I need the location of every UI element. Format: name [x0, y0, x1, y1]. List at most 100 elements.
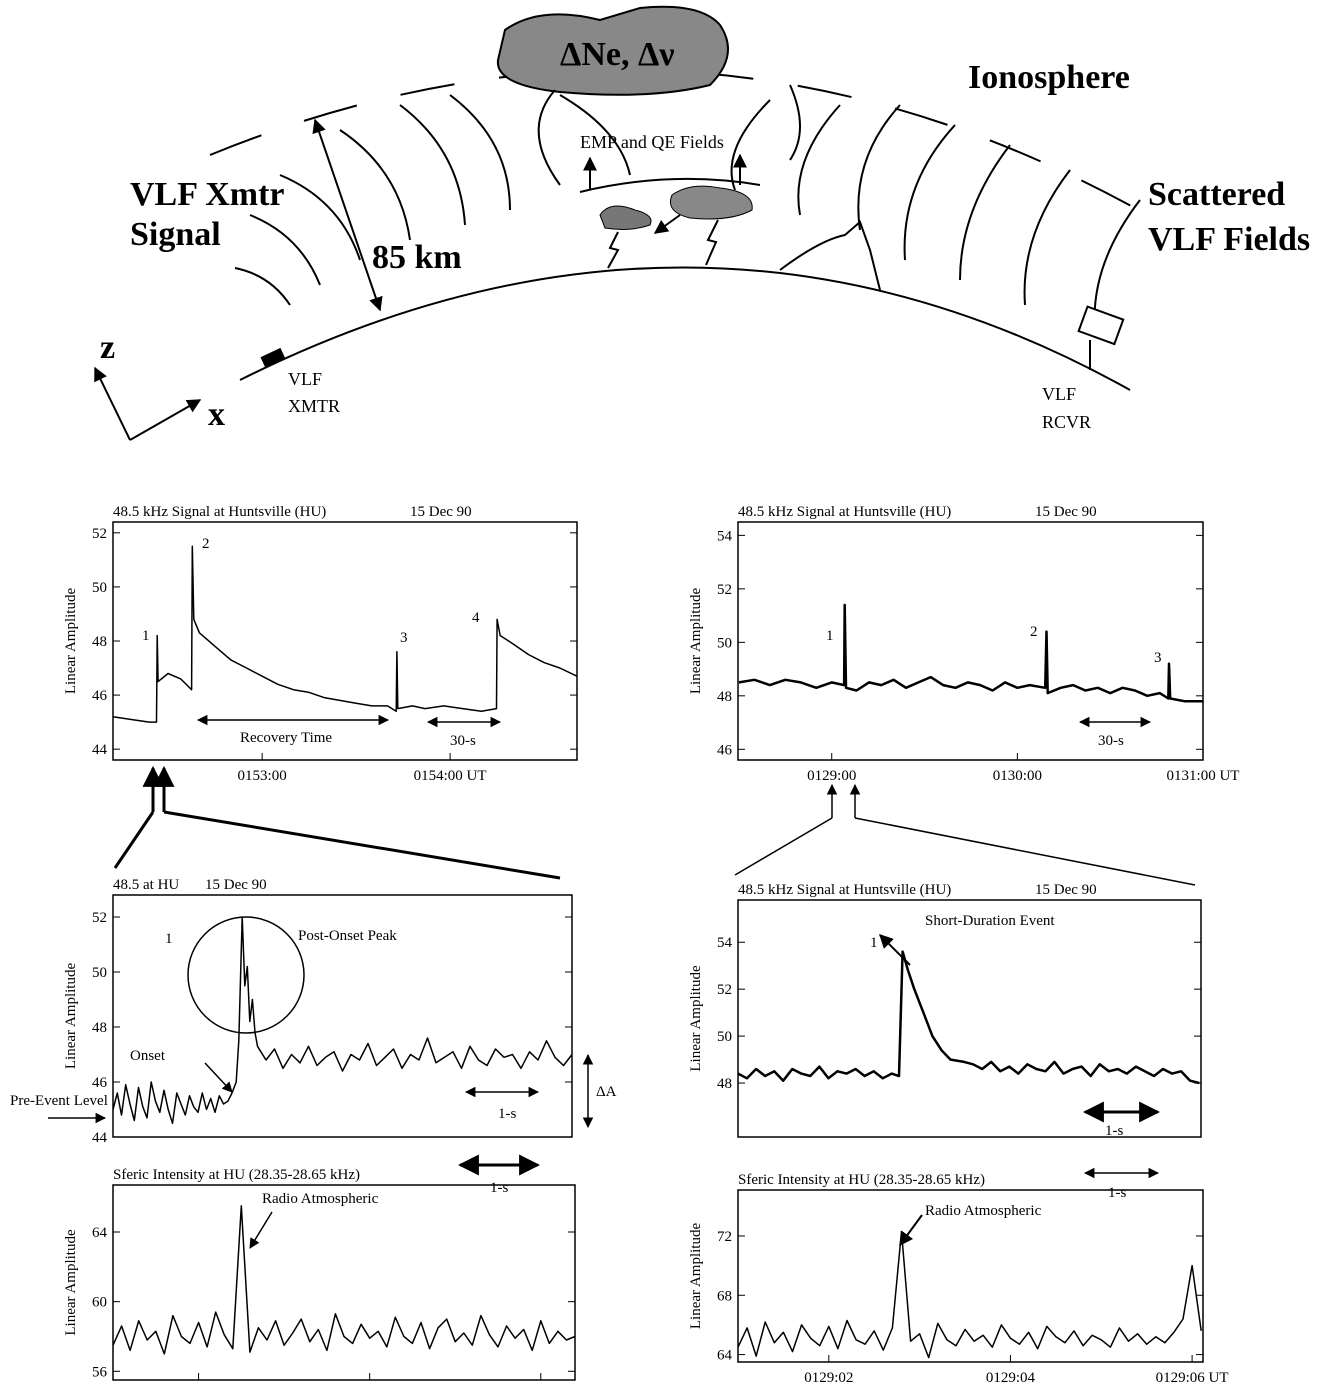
x-label: x: [208, 396, 225, 433]
ionosphere-boundary: [209, 68, 1166, 226]
x-tick-label: 0129:00: [807, 768, 856, 784]
signal-label: VLF Xmtr: [130, 176, 285, 213]
receiver: [1077, 305, 1125, 346]
annotation: 1: [870, 935, 878, 951]
chart-title: 48.5 kHz Signal at Huntsville (HU): [113, 504, 326, 520]
y-tick-label: 48: [717, 689, 732, 705]
y-tick-label: 64: [92, 1225, 108, 1241]
thundercloud: [599, 205, 652, 230]
annotation: ΔA: [596, 1084, 617, 1100]
plot-frame: [112, 1184, 576, 1381]
disturbance-outline: [537, 84, 801, 186]
y-tick-label: 50: [92, 965, 107, 981]
arrow: [653, 214, 681, 234]
chart-title: 48.5 kHz Signal at Huntsville (HU): [738, 882, 951, 898]
y-tick-label: 50: [717, 1029, 732, 1045]
chart-date: 15 Dec 90: [205, 877, 267, 893]
z-label: z: [100, 329, 115, 366]
rcvr-label: VLF: [1042, 384, 1076, 404]
y-tick-label: 52: [92, 910, 107, 926]
ionosphere-label: Ionosphere: [968, 59, 1130, 96]
data-line: [737, 950, 1200, 1085]
y-tick-label: 54: [717, 935, 733, 951]
y-tick-label: 52: [717, 582, 732, 598]
y-axis-label: Linear Amplitude: [63, 963, 79, 1070]
y-tick-label: 48: [92, 1020, 107, 1036]
y-tick-label: 72: [717, 1229, 732, 1245]
thundercloud: [670, 185, 753, 220]
fields-label: EMP and QE Fields: [580, 132, 724, 152]
y-tick-label: 50: [92, 580, 107, 596]
data-line: [112, 545, 578, 723]
scattered-label: VLF Fields: [1148, 221, 1310, 258]
data-line: [112, 916, 573, 1125]
y-tick-label: 52: [92, 526, 107, 542]
emp-front: [579, 177, 761, 193]
chart-title: 48.5 kHz Signal at Huntsville (HU): [738, 504, 951, 520]
y-tick-label: 68: [717, 1288, 732, 1304]
x-tick-label: 0130:00: [993, 768, 1042, 784]
x-tick-label: 0152:18: [174, 1388, 223, 1390]
y-axis-label: Linear Amplitude: [688, 965, 704, 1072]
plot-frame: [737, 899, 1202, 1138]
y-tick-label: 52: [717, 982, 732, 998]
y-tick-label: 48: [717, 1076, 732, 1092]
annotation: 3: [400, 630, 408, 646]
z-axis: [94, 366, 131, 441]
annotation: 3: [1154, 650, 1162, 666]
y-tick-label: 54: [717, 528, 733, 544]
mountains: [779, 220, 881, 291]
x-axis: [129, 399, 202, 441]
chart-date: 15 Dec 90: [1035, 504, 1097, 520]
height-arrow: [312, 118, 383, 312]
annotation: 1-s: [498, 1106, 516, 1122]
earth-surface: [239, 266, 1131, 391]
annotation: Radio Atmospheric: [925, 1203, 1042, 1219]
annotation: Post-Onset Peak: [298, 928, 397, 944]
annotation: 1-s: [1105, 1123, 1123, 1139]
y-tick-label: 44: [92, 1130, 108, 1146]
y-tick-label: 50: [717, 635, 732, 651]
annotation: 2: [1030, 624, 1038, 640]
annotation: Onset: [130, 1048, 166, 1064]
y-tick-label: 56: [92, 1364, 108, 1380]
y-tick-label: 64: [717, 1348, 733, 1364]
y-tick-label: 48: [92, 634, 107, 650]
signal-label: Signal: [130, 216, 221, 253]
annotation: Recovery Time: [240, 730, 332, 746]
x-tick-label: 0154:00 UT: [414, 768, 487, 784]
annotation: 2: [202, 536, 210, 552]
xmtr-label: XMTR: [288, 396, 340, 416]
annotation: 30-s: [1098, 733, 1124, 749]
disturbance-cloud: [496, 5, 729, 96]
annotation: Radio Atmospheric: [262, 1191, 379, 1207]
chart-title: 48.5 at HU: [113, 877, 179, 893]
annotation: 1: [142, 628, 150, 644]
scattered-label: Scattered: [1148, 176, 1285, 213]
chart-title: Sferic Intensity at HU (28.35-28.65 kHz): [738, 1172, 985, 1188]
chart-date: 15 Dec 90: [1035, 882, 1097, 898]
x-tick-label: 0153:00: [238, 768, 287, 784]
annotation: Pre-Event Level: [10, 1093, 108, 1109]
x-tick-label: 0129:06 UT: [1156, 1370, 1229, 1386]
annotation: 30-s: [450, 733, 476, 749]
x-tick-label: 0152:20: [345, 1388, 394, 1390]
lightning: [607, 219, 719, 269]
chart-date: 15 Dec 90: [410, 504, 472, 520]
decorations: [48, 714, 1196, 1249]
x-tick-label: 0129:02: [804, 1370, 853, 1386]
y-tick-label: 44: [92, 742, 108, 758]
distance-label: 85 km: [372, 239, 462, 276]
y-axis-label: Linear Amplitude: [688, 1223, 704, 1330]
y-tick-label: 46: [92, 1075, 108, 1091]
plot-frame: [737, 1189, 1204, 1363]
data-line: [737, 1230, 1202, 1359]
annotation: 1: [826, 628, 834, 644]
y-tick-label: 46: [92, 688, 108, 704]
plot-frame: [112, 894, 573, 1138]
x-tick-label: 0152:22UT: [506, 1388, 575, 1390]
xmtr-label: VLF: [288, 369, 322, 389]
x-tick-label: 0131:00 UT: [1167, 768, 1240, 784]
y-tick-label: 46: [717, 742, 733, 758]
